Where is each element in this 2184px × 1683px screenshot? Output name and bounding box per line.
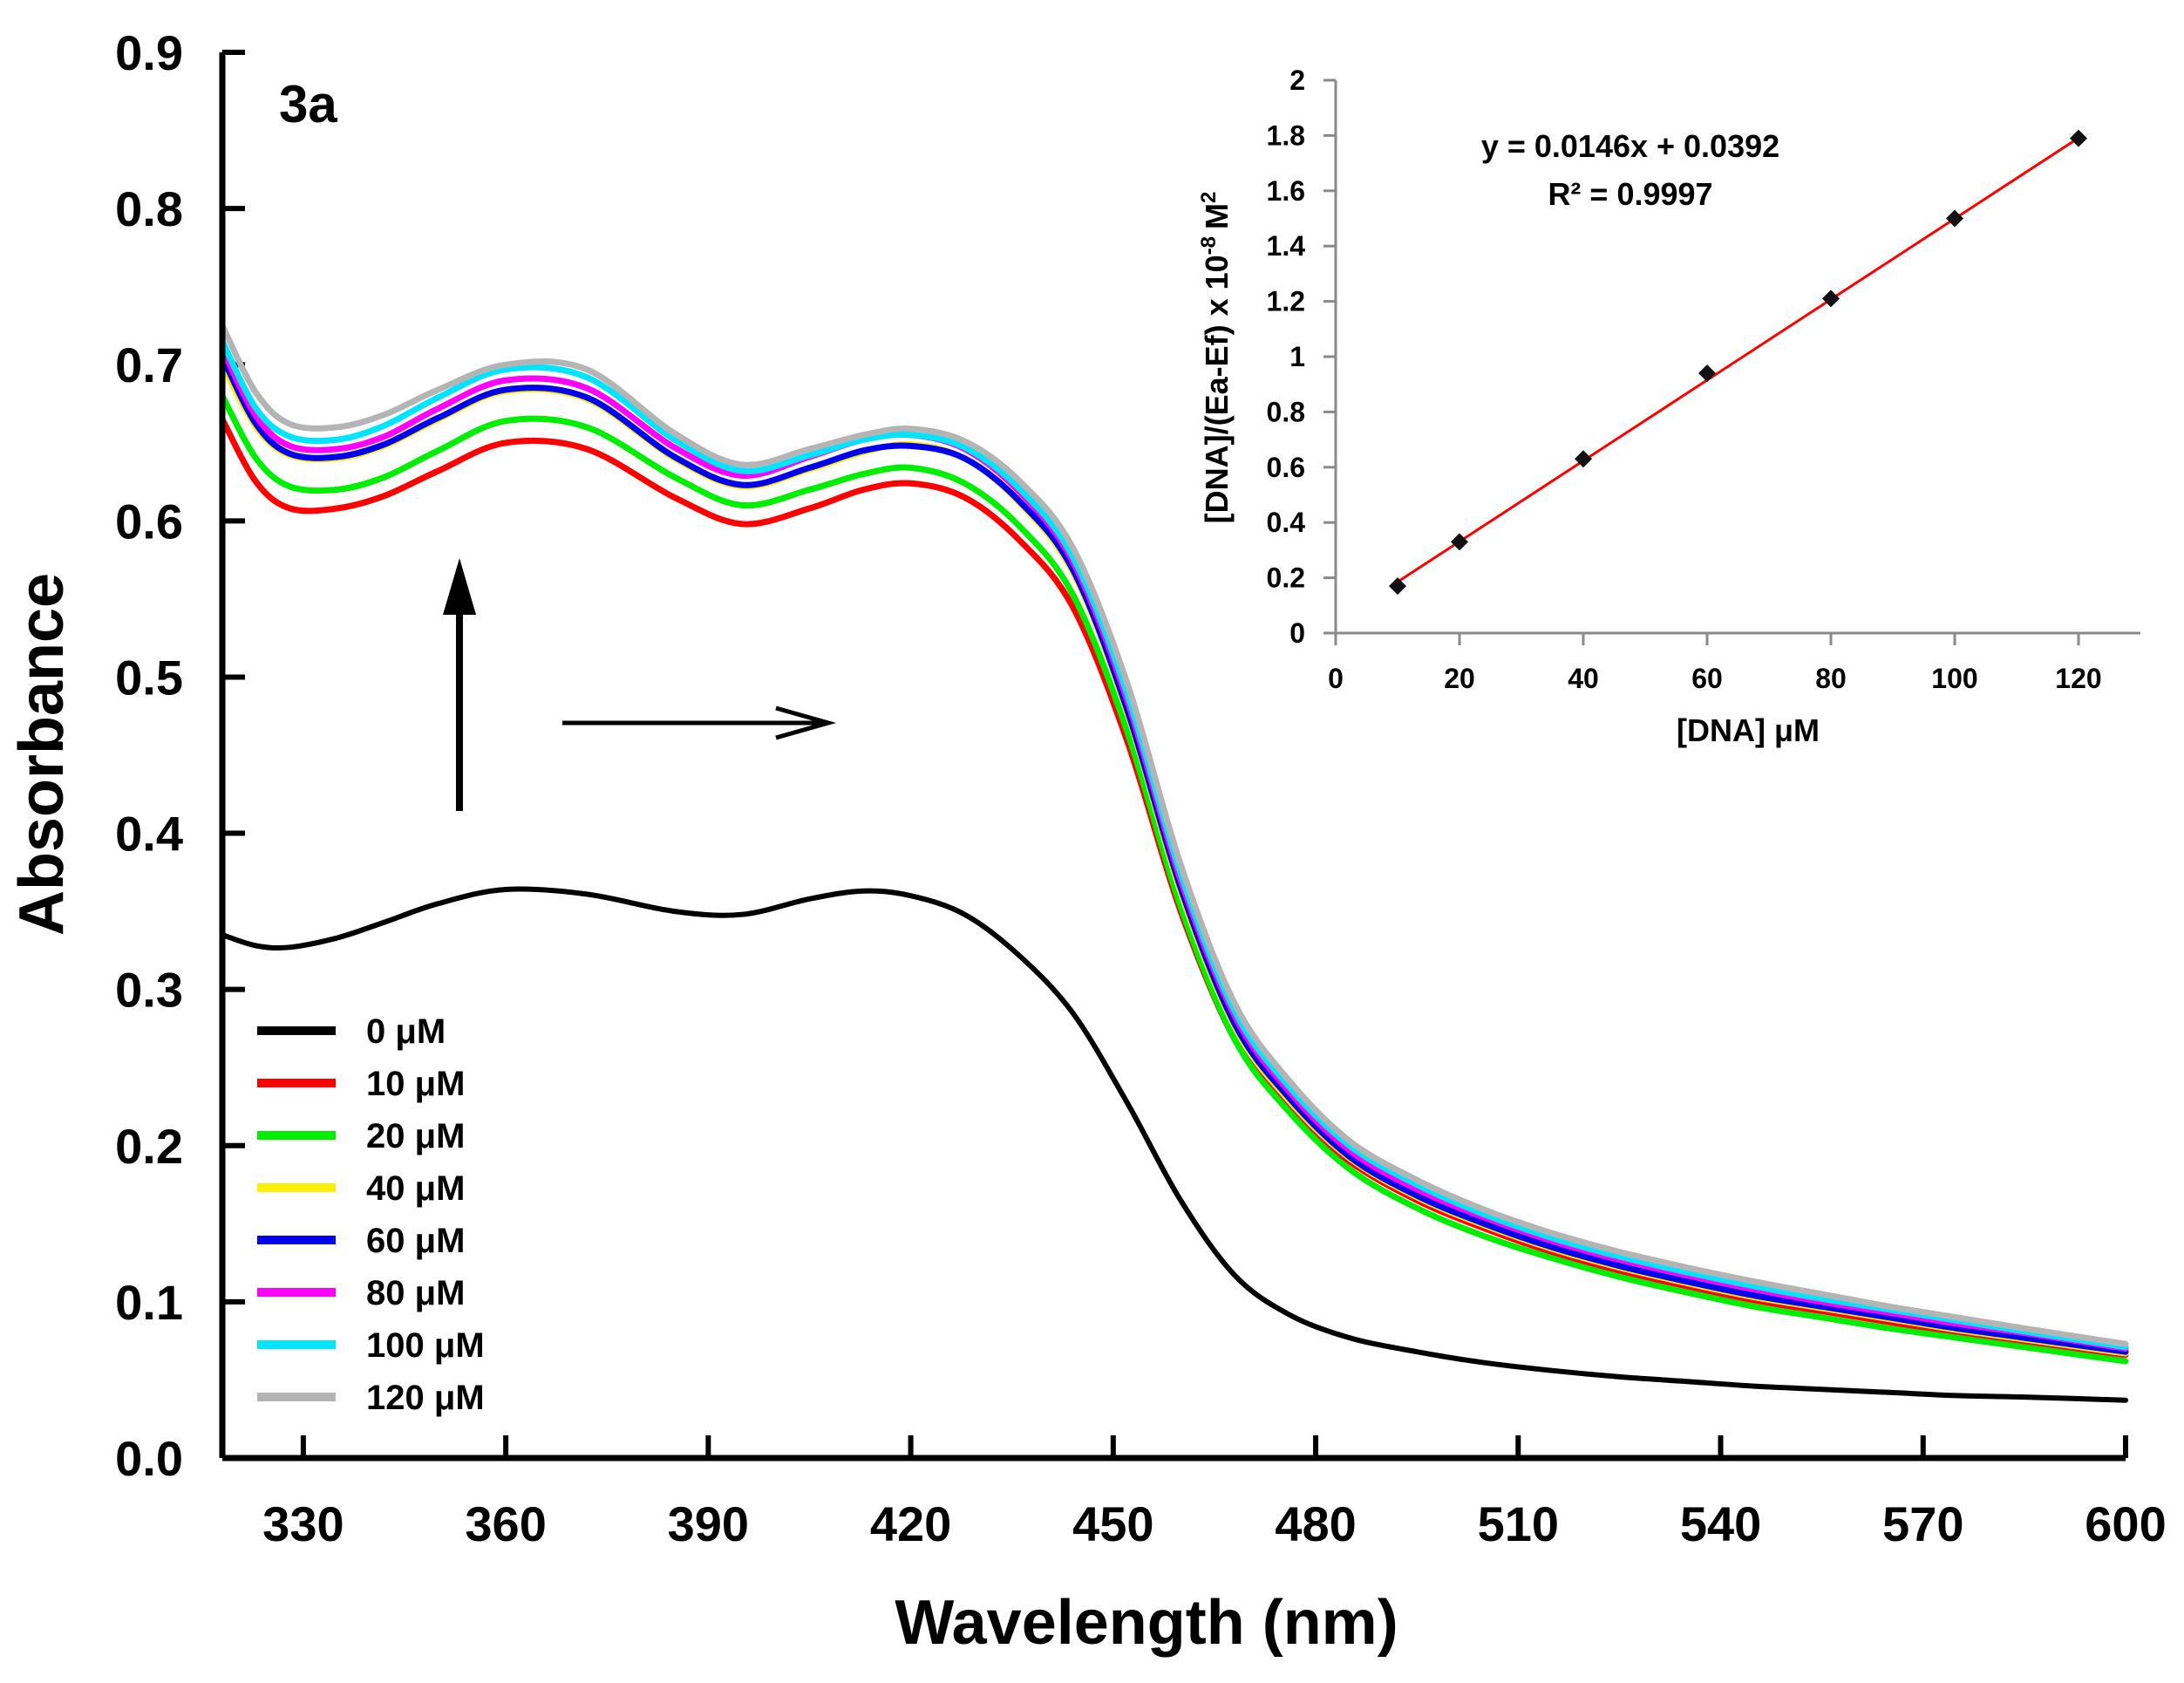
inset-y-tick-label: 0.4 — [1267, 507, 1306, 538]
inset-x-tick-label: 0 — [1328, 663, 1344, 694]
legend-label: 10 μM — [366, 1065, 465, 1103]
horizontal-arrow — [562, 705, 837, 740]
inset-data-point — [2070, 129, 2087, 147]
inset-axis-ticks: 00.20.40.60.811.21.41.61.820 20 40 60 80 100 1… — [1267, 65, 2102, 694]
inset-x-tick-label: 20 — [1444, 663, 1475, 694]
inset-data-point — [1822, 290, 1840, 308]
x-tick-label: 600 — [2085, 1496, 2166, 1551]
inset-data-point — [1389, 577, 1406, 596]
inset-y-tick-label: 2 — [1289, 65, 1305, 96]
inset-x-axis-title: [DNA] μM — [1677, 712, 1820, 748]
main-series-lines — [219, 322, 2129, 1403]
inset-y-tick-label: 0.2 — [1267, 562, 1305, 594]
inset-y-tick-label: 1.2 — [1267, 286, 1305, 317]
x-tick-label: 570 — [1882, 1496, 1963, 1551]
y-tick-label: 0.2 — [115, 1119, 183, 1174]
x-tick-label: 420 — [870, 1496, 951, 1551]
vertical-arrow-head — [443, 558, 476, 615]
legend-item: 0 μM — [257, 1012, 446, 1051]
series-line-100-m — [219, 337, 2129, 1351]
y-tick-label: 0.3 — [115, 963, 183, 1018]
legend-label: 80 μM — [366, 1274, 465, 1312]
inset-fit-line — [1397, 136, 2079, 583]
x-tick-label: 450 — [1072, 1496, 1153, 1551]
inset-y-axis-title-unit: M — [1199, 203, 1235, 229]
legend-item: 120 μM — [257, 1379, 485, 1417]
legend: 0 μM 10 μM 20 μM 40 μM 60 μM 80 μM 100 μM 120 μ… — [257, 1012, 485, 1417]
y-tick-label: 0.8 — [115, 181, 183, 236]
series-line-10-m — [219, 416, 2129, 1359]
inset-y-tick-label: 1.4 — [1267, 230, 1306, 262]
inset-y-axis-title-main: [DNA]/(Ea-Ef) x 10 — [1199, 255, 1235, 523]
y-tick-label: 0.7 — [115, 337, 183, 392]
y-tick-label: 0.5 — [115, 650, 183, 705]
legend-label: 40 μM — [366, 1169, 465, 1208]
inset-data-point — [1946, 209, 1963, 228]
inset-x-tick-label: 40 — [1568, 663, 1599, 694]
inset-x-tick-label: 60 — [1691, 663, 1723, 694]
x-tick-label: 480 — [1275, 1496, 1356, 1551]
legend-item: 80 μM — [257, 1274, 465, 1312]
x-tick-label: 390 — [668, 1496, 749, 1551]
legend-item: 40 μM — [257, 1169, 465, 1208]
y-tick-label: 0.6 — [115, 494, 183, 549]
x-tick-label: 540 — [1680, 1496, 1761, 1551]
series-line-0-m — [220, 886, 2128, 1403]
inset-y-axis-title-exponent: -8 — [1197, 236, 1221, 255]
inset-y-tick-label: 0.8 — [1267, 396, 1305, 427]
legend-label: 0 μM — [366, 1012, 446, 1051]
inset-x-tick-label: 80 — [1815, 663, 1847, 694]
y-tick-label: 0.9 — [115, 25, 183, 80]
vertical-arrow — [443, 558, 476, 811]
legend-label: 60 μM — [366, 1222, 465, 1260]
inset-x-tick-label: 100 — [1931, 663, 1977, 694]
y-axis-title: Absorbance — [7, 573, 77, 936]
main-absorbance-chart: 0.0 0.1 0.2 0.3 0.4 0.5 0.6 0.7 0.8 0.9 330 360 390 4… — [7, 25, 2167, 1658]
inset-data-point — [1575, 450, 1592, 468]
legend-item: 10 μM — [257, 1065, 465, 1103]
x-tick-label: 330 — [262, 1496, 344, 1551]
main-axis-ticks: 0.0 0.1 0.2 0.3 0.4 0.5 0.6 0.7 0.8 0.9 330 360 390 4… — [115, 25, 2167, 1551]
series-line-120-m — [219, 322, 2129, 1347]
inset-y-axis-title: [DNA]/(Ea-Ef) x 10-8 M2 — [1197, 192, 1235, 524]
inset-chart: 00.20.40.60.811.21.41.61.820 20 40 60 80 100 1… — [1197, 65, 2140, 748]
legend-label: 100 μM — [366, 1326, 485, 1365]
regression-r2: R² = 0.9997 — [1548, 176, 1712, 212]
inset-data-point — [1698, 365, 1716, 383]
inset-data-point — [1451, 533, 1468, 551]
legend-item: 100 μM — [257, 1326, 485, 1365]
y-tick-label: 0.4 — [115, 807, 183, 862]
inset-y-axis-title-unit-exponent: 2 — [1197, 192, 1221, 203]
y-tick-label: 0.0 — [115, 1431, 183, 1486]
inset-y-tick-label: 1 — [1289, 341, 1305, 372]
x-axis-title: Wavelength (nm) — [895, 1588, 1398, 1658]
inset-data-points — [1389, 129, 2087, 596]
inset-y-tick-label: 0 — [1289, 617, 1305, 649]
horizontal-arrow-head — [775, 705, 837, 740]
legend-label: 120 μM — [366, 1379, 485, 1417]
y-tick-label: 0.1 — [115, 1275, 183, 1330]
inset-y-tick-label: 0.6 — [1267, 452, 1305, 483]
x-tick-label: 360 — [465, 1496, 546, 1551]
inset-y-tick-label: 1.8 — [1267, 119, 1305, 151]
x-tick-label: 510 — [1478, 1496, 1559, 1551]
legend-label: 20 μM — [366, 1117, 465, 1155]
inset-y-tick-label: 1.6 — [1267, 175, 1305, 207]
series-line-20-m — [219, 392, 2129, 1365]
inset-x-tick-label: 120 — [2055, 663, 2101, 694]
legend-item: 60 μM — [257, 1222, 465, 1260]
legend-item: 20 μM — [257, 1117, 465, 1155]
regression-equation: y = 0.0146x + 0.0392 — [1481, 128, 1779, 164]
panel-label: 3a — [279, 75, 337, 133]
